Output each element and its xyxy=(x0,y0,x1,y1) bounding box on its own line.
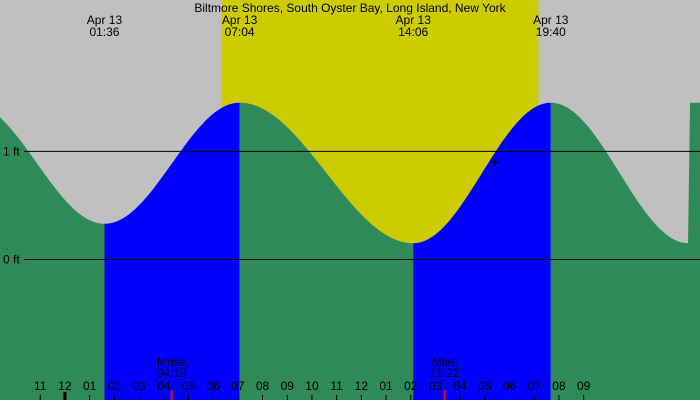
falling-tide-area xyxy=(0,117,105,400)
x-tick-label: 12 xyxy=(58,379,72,393)
x-tick-label: 06 xyxy=(503,379,517,393)
x-tick-label: 08 xyxy=(256,379,270,393)
moon-event-time: 04:19 xyxy=(157,366,187,380)
extreme-date-label: Apr 13 xyxy=(222,13,258,27)
falling-tide-area xyxy=(239,102,414,400)
x-tick-label: 03 xyxy=(132,379,146,393)
extreme-date-label: Apr 13 xyxy=(533,13,569,27)
x-tick-label: 07 xyxy=(528,379,542,393)
x-tick-label: 05 xyxy=(478,379,492,393)
moon-event-label: Mrise xyxy=(157,355,187,369)
x-tick-label: 12 xyxy=(355,379,369,393)
x-tick-label: 07 xyxy=(231,379,245,393)
x-tick-label: 02 xyxy=(404,379,418,393)
x-tick-label: 04 xyxy=(453,379,467,393)
moon-event-label: Mset xyxy=(432,355,459,369)
extreme-date-label: Apr 13 xyxy=(396,13,432,27)
x-tick-label: 08 xyxy=(552,379,566,393)
x-tick-label: 03 xyxy=(429,379,443,393)
extreme-date-label: Apr 13 xyxy=(87,13,123,27)
current-time-marker xyxy=(490,158,499,167)
x-tick-label: 02 xyxy=(108,379,122,393)
x-tick-label: 11 xyxy=(330,379,343,393)
x-tick-label: 10 xyxy=(305,379,319,393)
y-tick-label: 0 ft xyxy=(3,252,20,266)
x-tick-label: 01 xyxy=(83,379,97,393)
moon-event-time: 15:22 xyxy=(430,366,460,380)
extreme-time-label: 19:40 xyxy=(536,25,566,39)
extreme-time-label: 14:06 xyxy=(398,25,428,39)
x-tick-label: 04 xyxy=(157,379,171,393)
x-tick-label: 09 xyxy=(577,379,591,393)
x-tick-label: 11 xyxy=(34,379,47,393)
rising-tide-area xyxy=(413,102,551,400)
rising-tide-area xyxy=(104,102,240,400)
x-tick-label: 06 xyxy=(206,379,220,393)
falling-tide-area xyxy=(550,102,700,400)
chart-title: Biltmore Shores, South Oyster Bay, Long … xyxy=(194,1,506,15)
x-tick-label: 09 xyxy=(281,379,295,393)
extreme-time-label: 07:04 xyxy=(225,25,255,39)
y-tick-label: 1 ft xyxy=(3,144,20,158)
x-tick-label: 01 xyxy=(379,379,393,393)
extreme-time-label: 01:36 xyxy=(89,25,119,39)
x-tick-label: 05 xyxy=(182,379,196,393)
